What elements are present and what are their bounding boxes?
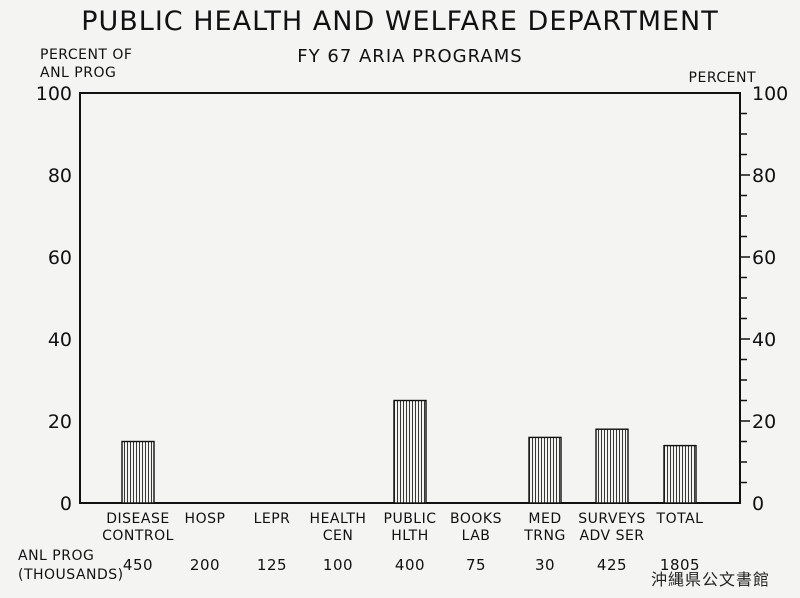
bar	[528, 436, 562, 504]
category-label: DISEASE	[106, 511, 169, 527]
category-label: HEALTH	[310, 511, 367, 527]
right-tick-label: 20	[752, 411, 776, 433]
left-axis: 0 20 40 60 80 100	[36, 83, 72, 515]
right-tick-label: 0	[752, 493, 764, 515]
category-label: TRNG	[523, 528, 566, 544]
anl-prog-value: 1805	[660, 556, 700, 574]
bars	[121, 399, 697, 504]
anl-prog-value: 100	[323, 556, 353, 574]
category-label: ADV SER	[579, 528, 644, 544]
right-axis: 0 20 40 60 80 100	[740, 83, 788, 515]
category-label: CONTROL	[102, 528, 174, 544]
bar	[121, 440, 155, 504]
category-label: HLTH	[391, 528, 428, 544]
anl-prog-value: 425	[597, 556, 627, 574]
anl-prog-value: 400	[395, 556, 425, 574]
anl-prog-value: 75	[466, 556, 486, 574]
bar	[663, 444, 697, 504]
right-tick-label: 80	[752, 165, 776, 187]
archive-seal: 沖縄県公文書館	[650, 570, 770, 589]
anl-prog-value: 200	[190, 556, 220, 574]
left-tick-label: 20	[48, 411, 72, 433]
left-tick-label: 80	[48, 165, 72, 187]
category-label: CEN	[323, 528, 354, 544]
category-label: LAB	[462, 528, 491, 544]
right-tick-label: 100	[752, 83, 788, 105]
left-tick-label: 40	[48, 329, 72, 351]
chart-title: PUBLIC HEALTH AND WELFARE DEPARTMENT	[81, 6, 719, 37]
left-tick-label: 0	[60, 493, 72, 515]
category-label: PUBLIC	[384, 511, 437, 527]
right-axis-title: PERCENT	[688, 70, 756, 86]
anl-prog-value: 450	[123, 556, 153, 574]
category-label: TOTAL	[656, 511, 704, 527]
category-label: LEPR	[254, 511, 291, 527]
anl-prog-values: 450 200 125 100 400 75 30 425 1805	[123, 556, 700, 574]
left-axis-title: PERCENT OF ANL PROG	[40, 47, 133, 81]
chart-subtitle: FY 67 ARIA PROGRAMS	[297, 46, 523, 67]
anl-prog-row-label: ANL PROG (THOUSANDS)	[18, 548, 124, 583]
right-tick-label: 40	[752, 329, 776, 351]
left-tick-label: 100	[36, 83, 72, 105]
bar	[393, 399, 427, 504]
right-tick-label: 60	[752, 247, 776, 269]
anl-prog-value: 125	[257, 556, 287, 574]
category-label: HOSP	[185, 511, 226, 527]
category-label: BOOKS	[450, 511, 502, 527]
category-label: SURVEYS	[578, 511, 645, 527]
anl-prog-value: 30	[535, 556, 555, 574]
left-tick-label: 60	[48, 247, 72, 269]
bar	[595, 428, 629, 504]
category-label: MED	[528, 511, 561, 527]
